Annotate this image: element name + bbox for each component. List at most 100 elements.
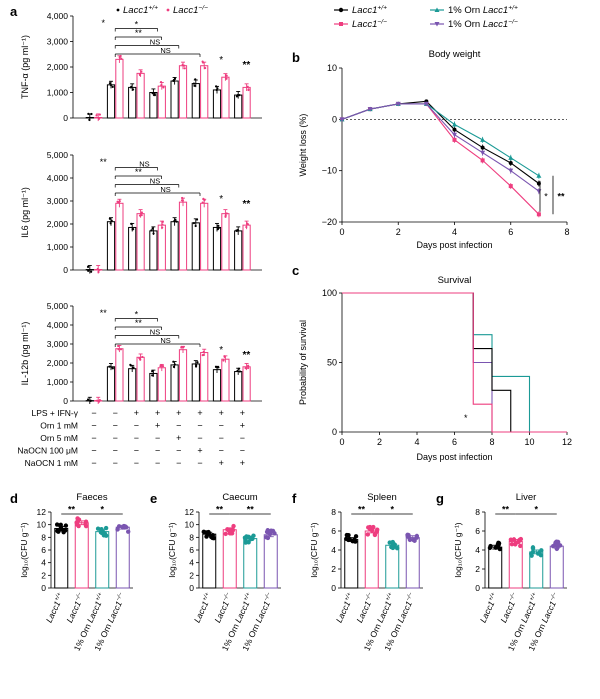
significance-label: *	[135, 20, 139, 30]
data-point	[141, 355, 144, 359]
treatment-label: Orn 1 mM	[40, 421, 78, 431]
data-point	[222, 359, 225, 362]
data-point	[151, 92, 154, 95]
label-base: Lacc1	[253, 599, 272, 624]
data-point	[480, 158, 485, 163]
category-label: Lacc1−/−	[354, 591, 377, 624]
bar	[149, 92, 158, 119]
data-point	[140, 211, 143, 214]
significance-label: *	[135, 310, 139, 320]
data-point	[407, 536, 412, 541]
data-point	[56, 529, 61, 534]
y-tick-label: 0	[63, 113, 68, 123]
category-label: Lacc1−/−	[64, 591, 87, 624]
legend-label: Lacc1+/+	[123, 5, 158, 17]
panel-letter: c	[292, 263, 299, 278]
panel-letter: b	[292, 50, 300, 65]
y-tick-label: 5,000	[47, 301, 69, 311]
category-label: Lacc1−/−	[212, 591, 235, 624]
data-point	[131, 88, 135, 91]
x-tick-label: 12	[562, 437, 572, 447]
treatment-mark: −	[91, 446, 96, 456]
data-point	[488, 543, 493, 549]
panel-a-il12b: 0 1,000 2,000 3,000 4,000 5,000 IL-12b (pg ml⁻…	[20, 301, 262, 406]
data-point	[138, 73, 142, 77]
bar	[221, 76, 230, 119]
data-point	[111, 85, 114, 88]
y-tick-label: 4	[331, 545, 336, 555]
data-point	[225, 77, 228, 80]
bar	[170, 80, 179, 119]
label-base: Lacc1	[85, 599, 104, 624]
y-tick-label: 2,000	[47, 62, 69, 72]
chart-title: Survival	[438, 275, 472, 286]
bar	[212, 369, 222, 402]
treatment-mark: −	[134, 446, 139, 456]
y-tick-label: 6	[475, 526, 480, 536]
legends: Lacc1+/+ Lacc1−/− Lacc1+/+Lacc1−/−1% Orn L…	[116, 5, 518, 31]
data-point	[181, 63, 184, 66]
data-point	[414, 533, 420, 539]
treatment-mark: −	[113, 458, 118, 468]
bar	[212, 89, 222, 119]
label-prefix: 1% Orn	[448, 19, 483, 30]
data-point	[202, 350, 205, 353]
bar	[508, 540, 523, 589]
data-point	[346, 532, 351, 538]
bar	[344, 539, 359, 589]
treatment-mark: −	[240, 433, 245, 443]
data-point	[375, 527, 380, 532]
data-point	[173, 77, 177, 80]
treatment-mark: +	[240, 458, 245, 468]
bar	[74, 522, 89, 589]
treatment-mark: −	[240, 446, 245, 456]
bar	[128, 86, 137, 119]
label-prefix: 1% Orn	[362, 620, 384, 652]
label-base: Lacc1	[105, 599, 124, 624]
label-prefix: 1% Orn	[448, 5, 483, 16]
y-tick-label: 0	[41, 583, 46, 593]
survival-step-line	[342, 292, 567, 433]
data-point	[411, 537, 416, 543]
data-point	[159, 364, 162, 368]
legend-label: 1% Orn Lacc1−/−	[448, 19, 518, 31]
label-prefix: 1% Orn	[382, 620, 404, 652]
data-point	[194, 365, 198, 368]
data-point	[183, 64, 186, 67]
data-point	[352, 537, 357, 542]
data-point	[246, 223, 250, 226]
data-point	[95, 114, 98, 117]
data-point	[339, 117, 345, 122]
data-point	[86, 398, 90, 401]
legend-marker	[338, 7, 344, 13]
data-point	[87, 112, 90, 115]
data-point	[138, 357, 141, 360]
treatment-mark: +	[134, 408, 139, 418]
bar	[149, 230, 158, 271]
bar	[263, 534, 278, 589]
label-base: Lacc1	[233, 599, 252, 624]
bar	[115, 526, 130, 589]
data-point	[480, 150, 486, 156]
bar	[364, 530, 379, 589]
x-tick-label: 0	[339, 437, 344, 447]
data-point	[140, 214, 143, 217]
data-point	[509, 541, 515, 547]
chart-title: Spleen	[367, 492, 397, 503]
category-label: Lacc1−/−	[498, 591, 521, 624]
data-point	[108, 365, 111, 368]
bar	[54, 527, 69, 589]
data-point	[225, 212, 228, 215]
legend-label: Lacc1+/+	[352, 5, 387, 17]
label-base: Lacc1	[123, 5, 148, 16]
data-point	[247, 366, 250, 370]
significance-label: *	[101, 18, 105, 28]
data-point	[193, 84, 196, 87]
treatment-mark: −	[91, 458, 96, 468]
x-axis-label: Days post infection	[416, 452, 492, 462]
legend-marker	[434, 7, 440, 12]
label-base: Lacc1	[64, 599, 83, 624]
data-point	[54, 522, 60, 527]
data-point	[235, 95, 239, 98]
